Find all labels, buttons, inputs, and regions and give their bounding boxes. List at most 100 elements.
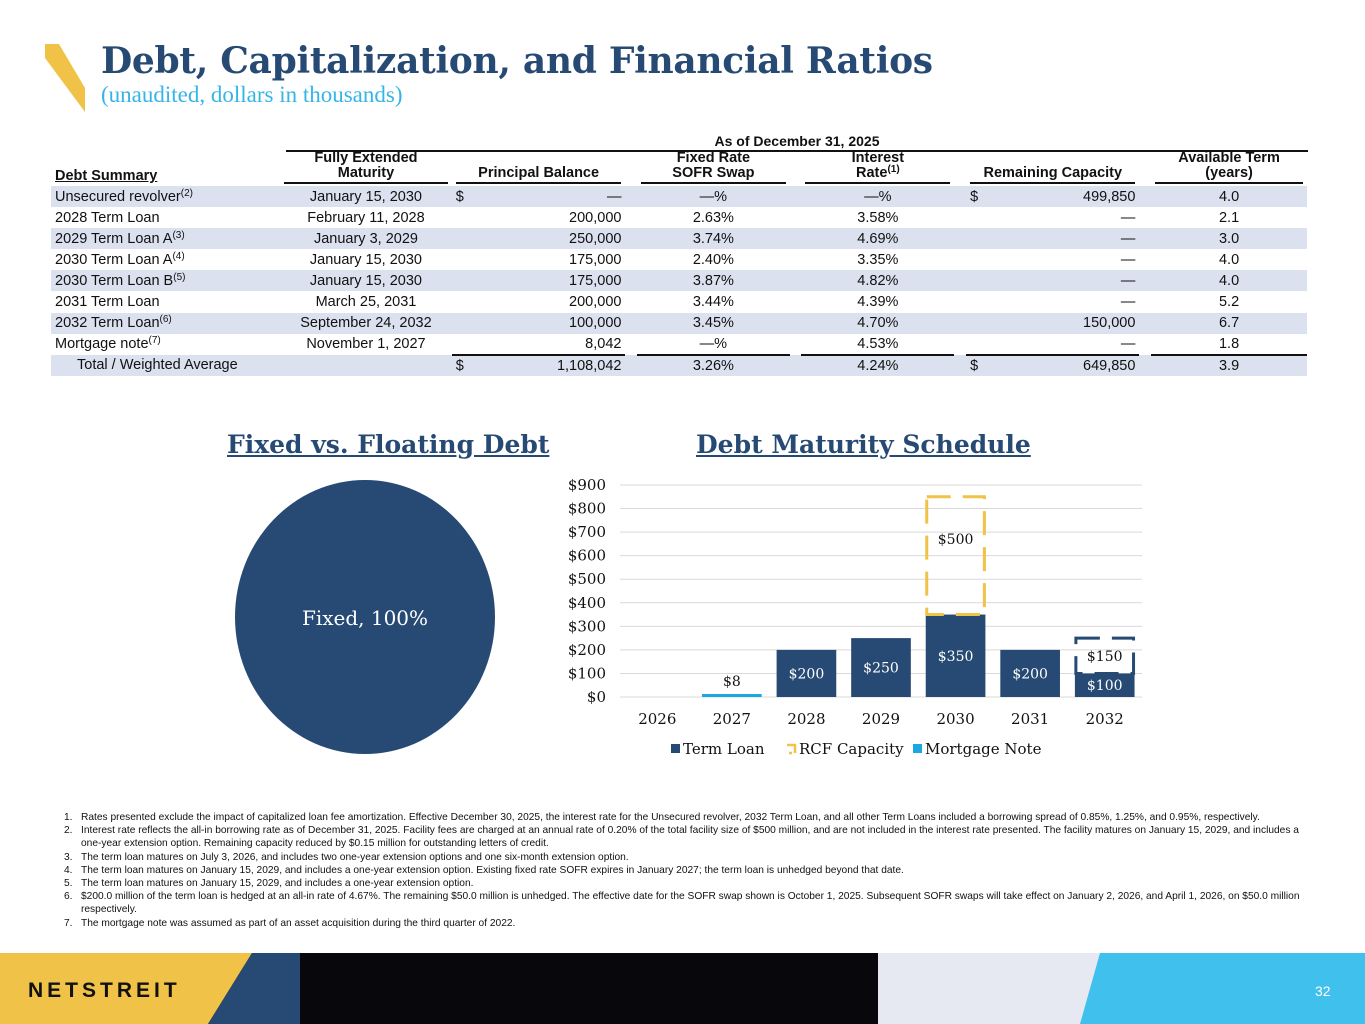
- cell-swap: 3.74%: [637, 228, 790, 250]
- x-tick-label: 2031: [1011, 710, 1049, 728]
- cell-principal: 250,000: [490, 228, 626, 250]
- cell-principal: 175,000: [569, 251, 622, 268]
- y-tick-label: $200: [568, 641, 606, 659]
- cell-capacity: 150,000: [1004, 312, 1140, 334]
- table-row: 2032 Term Loan(6) September 24, 2032 100,0…: [51, 312, 1307, 334]
- bar-data-label: $200: [789, 666, 825, 682]
- cell-maturity: September 24, 2032: [280, 312, 452, 334]
- cell-debt-name: 2031 Term Loan: [51, 291, 280, 312]
- page-subtitle: (unaudited, dollars in thousands): [101, 82, 403, 107]
- cell-gap: [625, 291, 637, 312]
- cell-gap: [1139, 270, 1152, 292]
- legend-swatch: [787, 743, 797, 755]
- table-row: 2029 Term Loan A(3) January 3, 2029 250,00…: [51, 228, 1307, 250]
- cell-rate: 4.39%: [857, 294, 899, 311]
- footnote-text: The mortgage note was assumed as part of…: [81, 917, 516, 929]
- cell-gap: [954, 207, 966, 228]
- legend-swatch: [913, 744, 922, 753]
- cell-rate: 4.69%: [801, 228, 955, 250]
- footnote-item: 2. Interest rate reflects the all-in borr…: [64, 824, 1304, 850]
- bar-term-loan: [776, 649, 837, 697]
- cell-gap: [954, 291, 966, 312]
- cell-principal: 8,042: [490, 333, 626, 356]
- cell-gap: [790, 334, 802, 355]
- footnote-text: The term loan matures on January 15, 202…: [81, 864, 904, 876]
- footnote-ref: (4): [172, 250, 185, 262]
- cell-maturity: [280, 354, 452, 376]
- footnote-item: 5. The term loan matures on January 15, 2…: [64, 877, 1304, 890]
- cell-debt-name: Unsecured revolver(2): [51, 186, 281, 208]
- y-tick-label: $100: [568, 664, 606, 682]
- cell-principal: 200,000: [569, 294, 622, 311]
- footnote-item: 6. $200.0 million of the term loan is hed…: [64, 890, 1304, 916]
- cell-capacity-currency: [966, 249, 1004, 270]
- cell-gap: [954, 354, 967, 376]
- table-row: 2031 Term Loan March 25, 2031 200,000 3.44%…: [51, 291, 1307, 312]
- bar-term-loan: [1074, 673, 1135, 697]
- legend-label: Mortgage Note: [925, 740, 1042, 758]
- cell-capacity-currency: $: [966, 186, 1005, 208]
- cell-capacity-currency: [966, 207, 1004, 228]
- table-row: Unsecured revolver(2) January 15, 2030 $ — —…: [51, 186, 1307, 208]
- cell-gap: [954, 270, 967, 292]
- table-row: 2030 Term Loan B(5) January 15, 2030 175,0…: [51, 270, 1307, 292]
- cell-principal-currency: [451, 228, 491, 250]
- cell-capacity: —: [1004, 270, 1140, 292]
- cell-term: 5.2: [1218, 294, 1240, 311]
- footnote-item: 3. The term loan matures on July 3, 2026,…: [64, 851, 1304, 864]
- cell-swap: —%: [637, 333, 790, 356]
- bar-data-label: $100: [1087, 678, 1123, 694]
- page-number: 32: [1315, 983, 1331, 999]
- cell-term: 4.0: [1218, 251, 1240, 268]
- cell-term: 1.8: [1151, 333, 1307, 356]
- cell-principal-currency: [451, 312, 491, 334]
- cell-swap: —%: [637, 186, 790, 208]
- y-tick-label: $900: [568, 476, 606, 494]
- debt-name-text: 2031 Term Loan: [55, 294, 160, 311]
- cell-maturity: January 15, 2030: [280, 270, 452, 292]
- cell-debt-name: 2030 Term Loan A(4): [51, 249, 280, 270]
- cell-gap: [625, 207, 637, 228]
- corner-accent-mark: [45, 44, 85, 112]
- y-tick-label: $0: [587, 688, 606, 706]
- cell-principal-currency: $: [451, 354, 491, 376]
- table-row: 2030 Term Loan A(4) January 15, 2030 175,0…: [51, 249, 1307, 270]
- cell-swap: 3.45%: [637, 312, 790, 334]
- cell-gap: [625, 186, 638, 208]
- cell-gap: [789, 228, 802, 250]
- bar-data-label: $8: [723, 674, 741, 690]
- cell-swap: 2.40%: [692, 251, 734, 268]
- cell-principal: 1,108,042: [490, 354, 626, 376]
- debt-name-text: Mortgage note: [55, 336, 149, 353]
- bar-data-label: $250: [863, 661, 899, 677]
- footnote-item: 1. Rates presented exclude the impact of …: [64, 811, 1304, 824]
- cell-debt-name: Total / Weighted Average: [51, 354, 281, 376]
- cell-capacity-currency: [966, 312, 1005, 334]
- footnotes-list: 1. Rates presented exclude the impact of …: [64, 811, 1304, 930]
- cell-debt-name: 2029 Term Loan A(3): [51, 228, 281, 250]
- footnote-number: 5.: [64, 878, 73, 890]
- cell-maturity: January 15, 2030: [309, 251, 422, 268]
- bar-mortgage-note: [702, 694, 762, 697]
- footnote-number: 4.: [64, 864, 73, 876]
- cell-maturity: February 11, 2028: [307, 209, 425, 226]
- cell-gap: [1139, 291, 1151, 312]
- y-tick-label: $600: [568, 547, 606, 565]
- as-of-date-header: As of December 31, 2025: [286, 133, 1308, 152]
- footer-band: [0, 953, 1365, 1024]
- page-title: Debt, Capitalization, and Financial Rati…: [101, 40, 933, 82]
- debt-name-text: Total / Weighted Average: [77, 357, 238, 374]
- cell-gap: [1139, 334, 1151, 355]
- x-tick-label: 2032: [1086, 710, 1124, 728]
- cell-capacity: —: [1004, 333, 1140, 356]
- cell-principal: —: [490, 186, 626, 208]
- cell-gap: [954, 334, 966, 355]
- cell-gap: [1139, 354, 1152, 376]
- debt-name-text: 2030 Term Loan B: [55, 272, 174, 289]
- footnote-ref: (2): [180, 187, 193, 199]
- cell-rate: 4.82%: [801, 270, 955, 292]
- debt-name-text: 2028 Term Loan: [55, 209, 160, 226]
- footnote-text: $200.0 million of the term loan is hedge…: [81, 891, 1300, 916]
- cell-principal-currency: [451, 333, 491, 356]
- debt-name-text: 2029 Term Loan A: [55, 230, 173, 247]
